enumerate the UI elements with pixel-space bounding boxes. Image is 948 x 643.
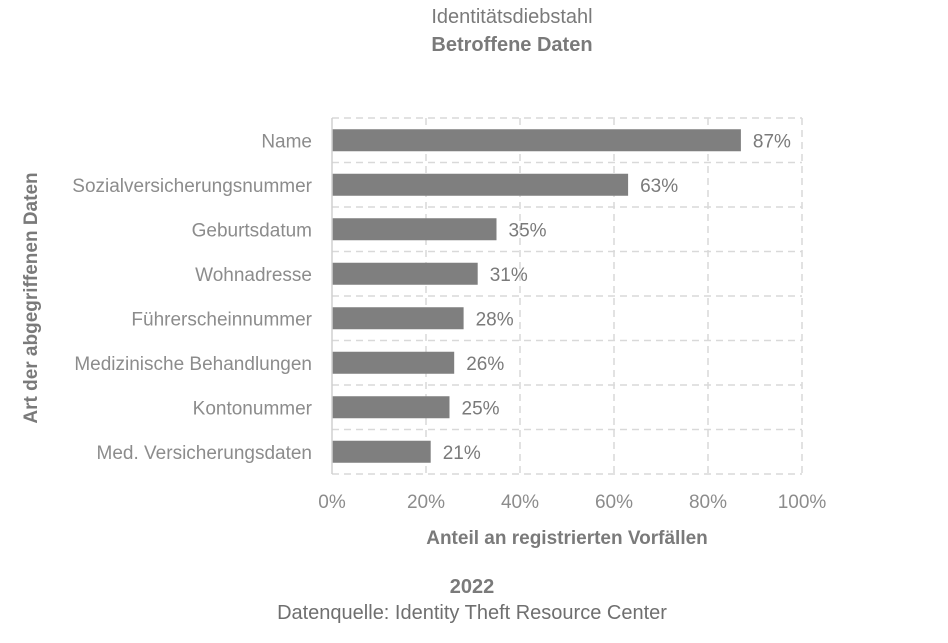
category-label: Medizinische Behandlungen [74, 354, 312, 375]
x-tick-label: 40% [501, 492, 539, 513]
bar [332, 307, 464, 330]
value-label: 26% [466, 354, 504, 375]
bar [332, 396, 450, 419]
chart-title: Identitätsdiebstahl [431, 6, 593, 28]
value-label: 25% [462, 398, 500, 419]
bar [332, 440, 431, 463]
value-label: 87% [753, 131, 791, 152]
category-label: Wohnadresse [195, 265, 312, 286]
category-label: Kontonummer [193, 398, 313, 419]
chart-subtitle: Betroffene Daten [431, 34, 593, 56]
x-axis-label: Anteil an registrierten Vorfällen [426, 528, 708, 549]
value-label: 35% [509, 220, 547, 241]
bar [332, 262, 478, 285]
x-tick-label: 20% [407, 492, 445, 513]
value-label: 63% [640, 176, 678, 197]
category-label: Sozialversicherungsnummer [72, 176, 312, 197]
bar [332, 173, 629, 196]
x-tick-label: 100% [778, 492, 827, 513]
category-label: Geburtsdatum [192, 220, 312, 241]
data-source: Datenquelle: Identity Theft Resource Cen… [277, 602, 667, 624]
bar [332, 129, 741, 152]
value-label: 31% [490, 265, 528, 286]
y-axis-label: Art der abgegriffenen Daten [21, 172, 42, 424]
category-label: Führerscheinnummer [131, 309, 312, 330]
value-label: 21% [443, 443, 481, 464]
x-tick-label: 0% [318, 492, 346, 513]
value-label: 28% [476, 309, 514, 330]
x-tick-label: 60% [595, 492, 633, 513]
footer-year: 2022 [449, 576, 495, 598]
x-tick-label: 80% [689, 492, 727, 513]
category-label: Med. Versicherungsdaten [97, 443, 312, 464]
category-label: Name [261, 131, 312, 152]
bar [332, 218, 497, 241]
bar [332, 351, 455, 374]
